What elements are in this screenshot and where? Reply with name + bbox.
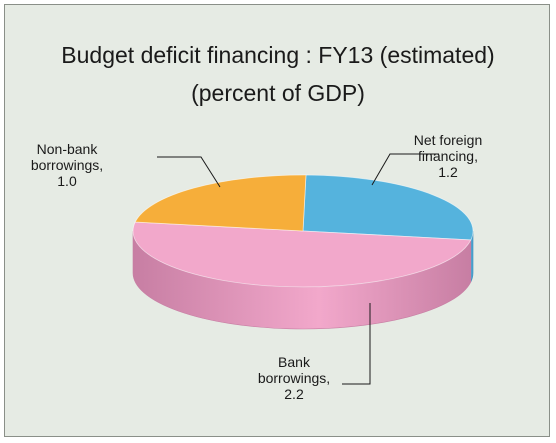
slice-label-value: 1.2 (438, 164, 458, 180)
slice-label-line: Net foreign (413, 132, 483, 148)
chart-title-line-1: Budget deficit financing : FY13 (estimat… (61, 42, 495, 68)
pie-top (132, 174, 474, 288)
chart-frame: Budget deficit financing : FY13 (estimat… (4, 4, 550, 437)
slice-label-line: borrowings, (257, 370, 331, 386)
chart-title-line-2: (percent of GDP) (191, 80, 365, 106)
slice-label-value: 1.0 (57, 173, 77, 189)
slice-label-non-bank: Non-bank borrowings, 1.0 (7, 141, 127, 189)
slice-label-line: Non-bank (36, 141, 98, 157)
pie-slice (132, 221, 472, 288)
pie-slice (302, 174, 474, 241)
slice-label-value: 2.2 (284, 386, 304, 402)
leader-line (342, 303, 371, 385)
pie-chart (132, 153, 474, 385)
slice-label-line: financing, (418, 148, 478, 164)
leader-line (371, 153, 439, 186)
leader-line (157, 156, 221, 188)
slice-label-line: borrowings, (30, 157, 104, 173)
slice-label-net-foreign: Net foreign financing, 1.2 (388, 132, 508, 180)
slice-label-line: Bank (278, 354, 310, 370)
pie-slice (134, 174, 307, 232)
slice-label-bank: Bank borrowings, 2.2 (234, 354, 354, 402)
